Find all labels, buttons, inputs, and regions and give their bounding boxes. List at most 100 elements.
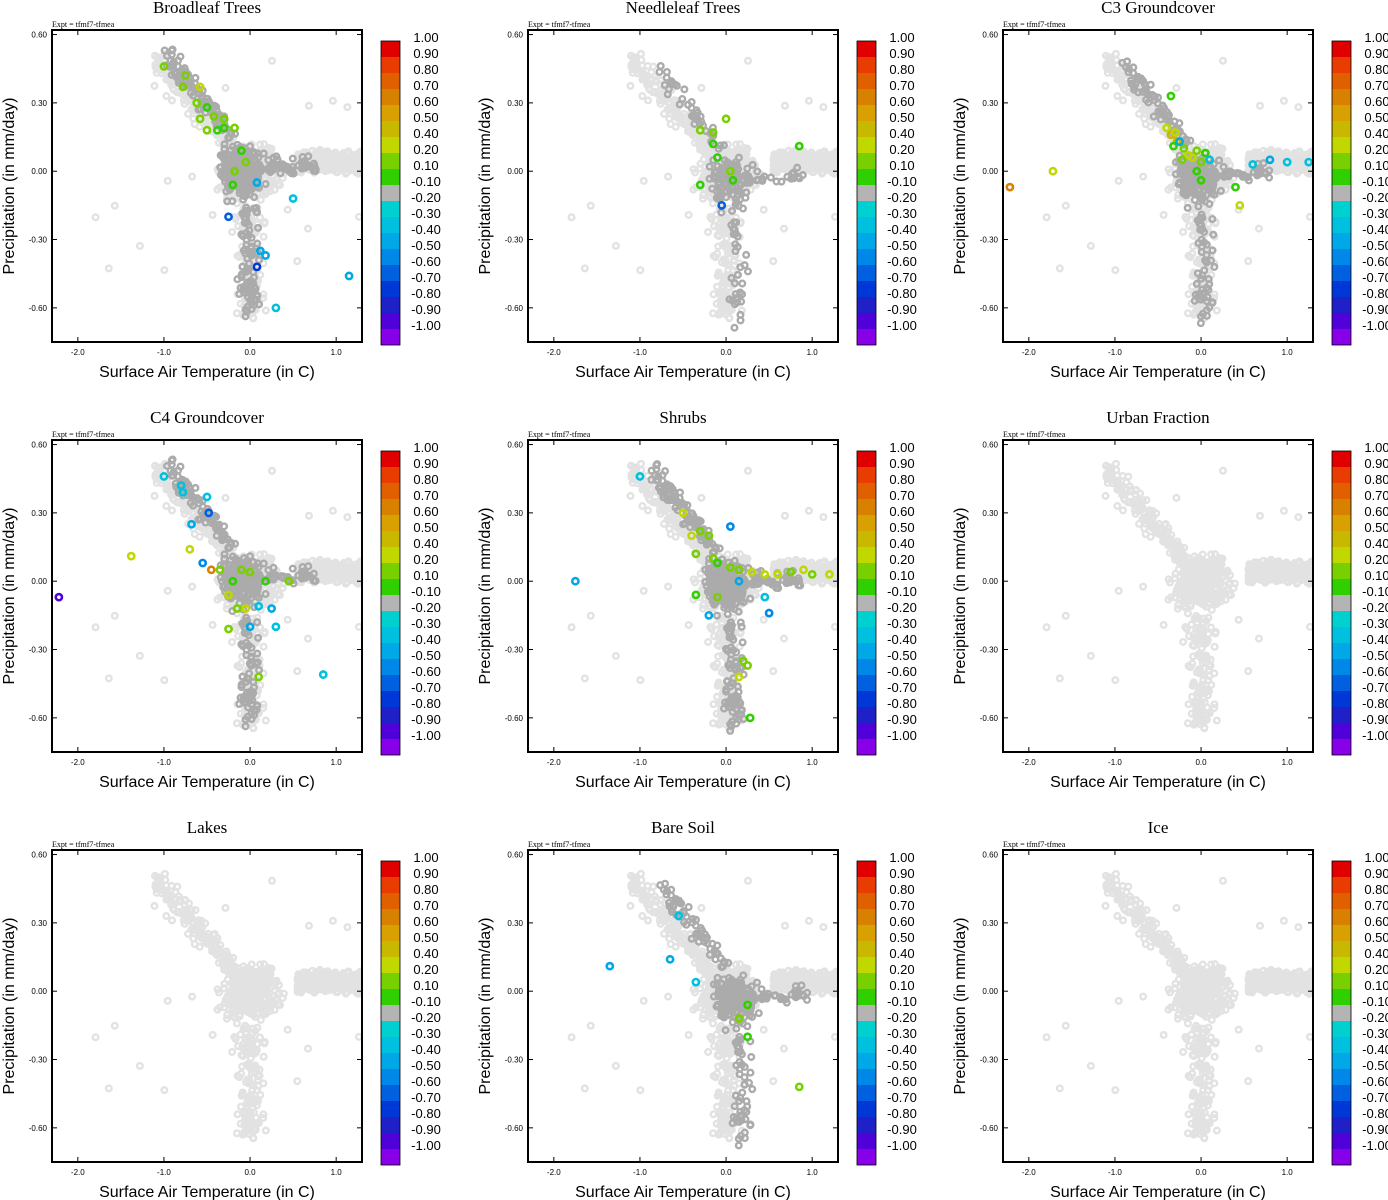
background-point bbox=[1173, 194, 1182, 203]
background-point bbox=[110, 201, 119, 210]
y-tick-label: -0.60 bbox=[505, 304, 524, 313]
colorbar-label: -0.50 bbox=[411, 238, 441, 253]
highlighted-point bbox=[181, 71, 190, 80]
neutral-point bbox=[748, 160, 757, 169]
neutral-point bbox=[715, 186, 724, 195]
colorbar-label: 0.20 bbox=[889, 142, 914, 157]
highlighted-point bbox=[1005, 182, 1015, 192]
neutral-point bbox=[288, 154, 297, 163]
highlighted-point bbox=[1192, 146, 1202, 156]
background-point bbox=[1102, 51, 1111, 60]
colorbar-swatch bbox=[1332, 89, 1351, 105]
background-point bbox=[744, 56, 753, 65]
background-point bbox=[729, 255, 738, 264]
y-tick-label: 0.60 bbox=[507, 31, 523, 40]
colorbar-swatch bbox=[857, 73, 876, 89]
colorbar-swatch bbox=[381, 233, 400, 249]
neutral-point bbox=[1198, 309, 1207, 318]
background-point bbox=[1255, 101, 1264, 110]
colorbar-swatch bbox=[381, 57, 400, 73]
neutral-point bbox=[1256, 163, 1265, 172]
background-point bbox=[1042, 213, 1051, 222]
colorbar-swatch bbox=[857, 313, 876, 329]
x-tick-label: 1.0 bbox=[331, 348, 343, 357]
background-point bbox=[1189, 270, 1198, 279]
background-point bbox=[697, 83, 706, 92]
colorbar-swatch bbox=[857, 201, 876, 217]
neutral-point bbox=[1149, 112, 1158, 121]
neutral-point bbox=[245, 279, 254, 288]
background-point bbox=[784, 146, 793, 155]
neutral-point bbox=[226, 167, 235, 176]
background-point bbox=[742, 150, 751, 159]
colorbar-swatch bbox=[857, 281, 876, 297]
neutral-point bbox=[172, 73, 181, 82]
background-point bbox=[264, 143, 273, 152]
highlighted-point bbox=[195, 114, 205, 124]
colorbar-swatch bbox=[857, 233, 876, 249]
x-tick-label: 0.0 bbox=[720, 348, 732, 357]
colorbar-label: -0.70 bbox=[1362, 270, 1388, 285]
background-point bbox=[797, 156, 806, 165]
background-point bbox=[773, 164, 782, 173]
neutral-point bbox=[245, 259, 254, 268]
neutral-point bbox=[687, 103, 696, 112]
y-tick-label: 0.30 bbox=[507, 99, 523, 108]
background-point bbox=[1279, 96, 1288, 105]
neutral-point bbox=[717, 163, 726, 172]
colorbar-swatch bbox=[381, 201, 400, 217]
colorbar: 1.000.900.800.700.600.500.400.200.10-0.1… bbox=[1331, 30, 1388, 346]
neutral-point bbox=[753, 167, 762, 176]
background-point bbox=[638, 92, 647, 101]
experiment-label: Expt = tfmf7-tfmea bbox=[528, 20, 591, 29]
neutral-point bbox=[730, 279, 739, 288]
colorbar-swatch bbox=[381, 105, 400, 121]
background-point bbox=[586, 201, 595, 210]
neutral-point bbox=[273, 155, 282, 164]
neutral-point bbox=[1205, 199, 1214, 208]
colorbar-swatch bbox=[857, 89, 876, 105]
neutral-point bbox=[252, 207, 261, 216]
background-point bbox=[1086, 241, 1095, 250]
highlighted-point bbox=[1166, 91, 1176, 101]
colorbar-label: -0.90 bbox=[411, 302, 441, 317]
colorbar-label: -0.20 bbox=[411, 190, 441, 205]
colorbar-label: 0.90 bbox=[413, 46, 438, 61]
background-point bbox=[725, 314, 734, 323]
neutral-point bbox=[680, 85, 689, 94]
background-point bbox=[160, 266, 169, 275]
background-point bbox=[1061, 201, 1070, 210]
panel-title: Broadleaf Trees bbox=[153, 0, 261, 17]
highlighted-point bbox=[1192, 166, 1202, 176]
neutral-point bbox=[727, 273, 736, 282]
background-point bbox=[303, 224, 312, 233]
neutral-point bbox=[793, 173, 802, 182]
neutral-point bbox=[663, 90, 672, 99]
background-point bbox=[652, 77, 661, 86]
highlighted-point bbox=[1200, 148, 1210, 158]
highlighted-point bbox=[1231, 182, 1240, 192]
neutral-point bbox=[1174, 180, 1183, 189]
neutral-point bbox=[242, 210, 251, 219]
y-tick-label: 0.00 bbox=[31, 167, 47, 176]
colorbar-label: 0.60 bbox=[889, 94, 914, 109]
y-tick-label: -0.30 bbox=[29, 236, 48, 245]
neutral-point bbox=[1195, 216, 1204, 225]
highlighted-point bbox=[212, 125, 222, 135]
background-point bbox=[151, 51, 160, 60]
colorbar-label: -0.60 bbox=[411, 254, 441, 269]
neutral-point bbox=[1202, 297, 1211, 306]
highlighted-point bbox=[794, 141, 804, 151]
background-point bbox=[150, 81, 159, 90]
colorbar-label: 0.40 bbox=[889, 126, 914, 141]
background-point bbox=[689, 128, 698, 137]
colorbar-label: -0.10 bbox=[887, 174, 917, 189]
plot-frame bbox=[1002, 29, 1314, 343]
colorbar-swatch bbox=[857, 137, 876, 153]
neutral-point bbox=[733, 270, 742, 279]
background-point bbox=[1182, 215, 1191, 224]
background-point bbox=[1299, 163, 1308, 172]
y-tick-label: -0.30 bbox=[980, 236, 999, 245]
colorbar-label: 0.70 bbox=[1364, 78, 1388, 93]
highlighted-point bbox=[1248, 159, 1258, 169]
